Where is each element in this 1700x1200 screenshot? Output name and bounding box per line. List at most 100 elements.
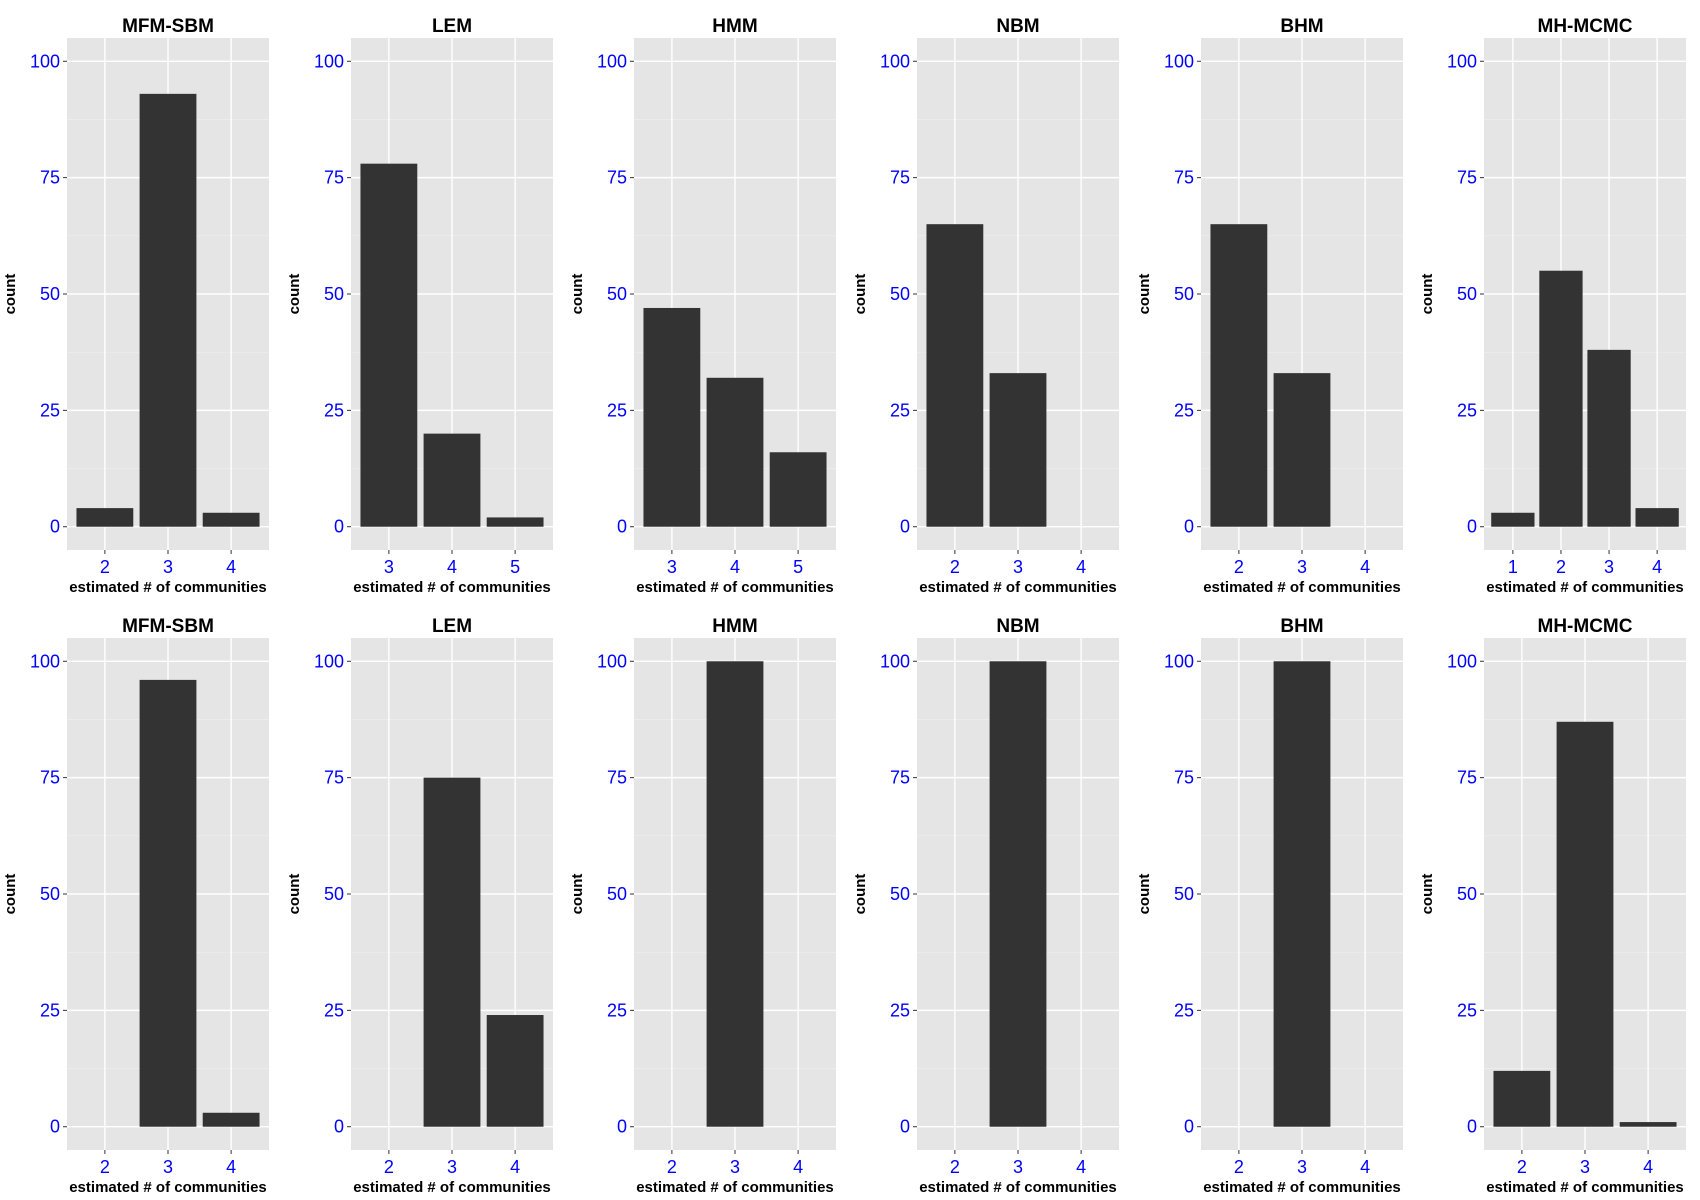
x-tick-label: 3 bbox=[447, 1157, 457, 1177]
x-axis-label: estimated # of communities bbox=[919, 579, 1117, 596]
y-tick-label: 100 bbox=[597, 51, 627, 71]
panel-title: HMM bbox=[712, 616, 757, 637]
panel-title: LEM bbox=[432, 16, 472, 37]
x-tick-label: 3 bbox=[1013, 557, 1023, 577]
panel-title: MH-MCMC bbox=[1538, 16, 1633, 37]
y-tick-label: 100 bbox=[880, 51, 910, 71]
facet-panel: 0 25 50 75 100 1 2 3 4 MH-MCMC estimated # of comm… bbox=[1419, 16, 1686, 596]
bar-3 bbox=[989, 661, 1047, 1127]
facet-panel: 0 25 50 75 100 2 3 4 LEM estimated # of communiti… bbox=[286, 616, 553, 1196]
y-tick-label: 75 bbox=[1457, 768, 1477, 788]
bar-3 bbox=[360, 163, 418, 527]
bar-5 bbox=[769, 452, 827, 527]
x-tick-label: 3 bbox=[1013, 1157, 1023, 1177]
bar-3 bbox=[1556, 721, 1614, 1127]
y-tick-label: 50 bbox=[1457, 284, 1477, 304]
y-tick-label: 0 bbox=[617, 517, 627, 537]
y-tick-label: 0 bbox=[50, 517, 60, 537]
panel-title: BHM bbox=[1280, 616, 1323, 637]
y-tick-label: 75 bbox=[1174, 168, 1194, 188]
bar-4 bbox=[202, 512, 260, 527]
panel-title: NBM bbox=[996, 16, 1039, 37]
y-tick-label: 25 bbox=[1174, 1000, 1194, 1020]
y-tick-label: 0 bbox=[1184, 517, 1194, 537]
y-axis-label: count bbox=[1419, 274, 1436, 315]
x-tick-label: 4 bbox=[226, 557, 236, 577]
x-axis-label: estimated # of communities bbox=[636, 1179, 834, 1196]
x-axis-label: estimated # of communities bbox=[1203, 579, 1401, 596]
y-tick-label: 25 bbox=[40, 400, 60, 420]
bar-3 bbox=[989, 373, 1047, 527]
bar-4 bbox=[486, 1015, 544, 1127]
y-tick-label: 75 bbox=[324, 768, 344, 788]
x-tick-label: 4 bbox=[1643, 1157, 1653, 1177]
y-tick-label: 25 bbox=[1457, 400, 1477, 420]
x-axis-label: estimated # of communities bbox=[1486, 579, 1684, 596]
facet-panel: 0 25 50 75 100 2 3 4 MFM-SBM estimated # of commu… bbox=[2, 616, 269, 1196]
bar-4 bbox=[1619, 1122, 1677, 1127]
x-tick-label: 3 bbox=[730, 1157, 740, 1177]
x-tick-label: 4 bbox=[1076, 1157, 1086, 1177]
y-axis-label: count bbox=[1136, 274, 1153, 315]
y-tick-label: 0 bbox=[900, 1117, 910, 1137]
y-axis-label: count bbox=[852, 874, 869, 915]
panel-title: BHM bbox=[1280, 16, 1323, 37]
x-tick-label: 2 bbox=[100, 557, 110, 577]
x-tick-label: 4 bbox=[510, 1157, 520, 1177]
x-axis-label: estimated # of communities bbox=[1203, 1179, 1401, 1196]
y-tick-label: 50 bbox=[40, 884, 60, 904]
y-tick-label: 100 bbox=[1447, 51, 1477, 71]
facet-panel: 0 25 50 75 100 2 3 4 BHM estimated # of communiti… bbox=[1136, 16, 1403, 596]
panel-title: LEM bbox=[432, 616, 472, 637]
x-tick-label: 4 bbox=[1076, 557, 1086, 577]
y-axis-label: count bbox=[569, 274, 586, 315]
y-tick-label: 25 bbox=[324, 1000, 344, 1020]
y-tick-label: 75 bbox=[40, 168, 60, 188]
x-tick-label: 4 bbox=[447, 557, 457, 577]
bar-2 bbox=[1493, 1070, 1551, 1127]
bar-3 bbox=[1587, 349, 1631, 527]
bar-4 bbox=[706, 377, 764, 527]
y-tick-label: 100 bbox=[1447, 651, 1477, 671]
panel-title: HMM bbox=[712, 16, 757, 37]
x-tick-label: 2 bbox=[1234, 1157, 1244, 1177]
bar-3 bbox=[643, 307, 701, 527]
facet-panel: 0 25 50 75 100 3 4 5 LEM estimated # of communiti… bbox=[286, 16, 553, 596]
x-tick-label: 2 bbox=[667, 1157, 677, 1177]
x-tick-label: 2 bbox=[1517, 1157, 1527, 1177]
y-tick-label: 100 bbox=[30, 51, 60, 71]
y-tick-label: 50 bbox=[607, 284, 627, 304]
y-tick-label: 50 bbox=[1457, 884, 1477, 904]
y-tick-label: 0 bbox=[50, 1117, 60, 1137]
y-tick-label: 0 bbox=[617, 1117, 627, 1137]
panel-title: NBM bbox=[996, 616, 1039, 637]
x-tick-label: 4 bbox=[730, 557, 740, 577]
y-tick-label: 50 bbox=[40, 284, 60, 304]
y-tick-label: 0 bbox=[334, 517, 344, 537]
x-tick-label: 3 bbox=[163, 557, 173, 577]
x-tick-label: 3 bbox=[384, 557, 394, 577]
x-tick-label: 4 bbox=[793, 1157, 803, 1177]
y-axis-label: count bbox=[1136, 874, 1153, 915]
y-tick-label: 25 bbox=[890, 1000, 910, 1020]
y-axis-label: count bbox=[286, 274, 303, 315]
y-tick-label: 50 bbox=[607, 884, 627, 904]
x-tick-label: 4 bbox=[1360, 1157, 1370, 1177]
x-tick-label: 3 bbox=[1604, 557, 1614, 577]
facet-panel: 0 25 50 75 100 2 3 4 MH-MCMC estimated # of commu… bbox=[1419, 616, 1686, 1196]
y-tick-label: 100 bbox=[1164, 51, 1194, 71]
y-axis-label: count bbox=[569, 874, 586, 915]
bar-4 bbox=[423, 433, 481, 527]
y-tick-label: 25 bbox=[40, 1000, 60, 1020]
x-tick-label: 4 bbox=[1360, 557, 1370, 577]
panel-title: MFM-SBM bbox=[122, 616, 214, 637]
y-tick-label: 75 bbox=[607, 768, 627, 788]
facet-panel: 0 25 50 75 100 2 3 4 BHM estimated # of communiti… bbox=[1136, 616, 1403, 1196]
y-tick-label: 25 bbox=[324, 400, 344, 420]
y-axis-label: count bbox=[852, 274, 869, 315]
y-tick-label: 75 bbox=[890, 768, 910, 788]
y-tick-label: 25 bbox=[607, 1000, 627, 1020]
y-axis-label: count bbox=[2, 874, 19, 915]
bar-2 bbox=[1210, 224, 1268, 527]
